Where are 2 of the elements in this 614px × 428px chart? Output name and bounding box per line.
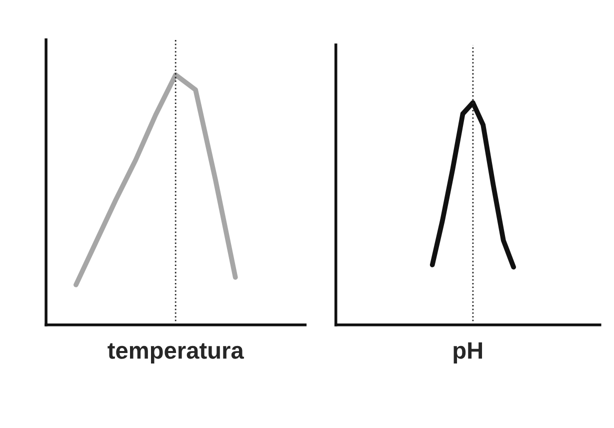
x-axis-title: temperatura bbox=[108, 343, 244, 364]
x-axis-title: pH bbox=[454, 342, 482, 364]
